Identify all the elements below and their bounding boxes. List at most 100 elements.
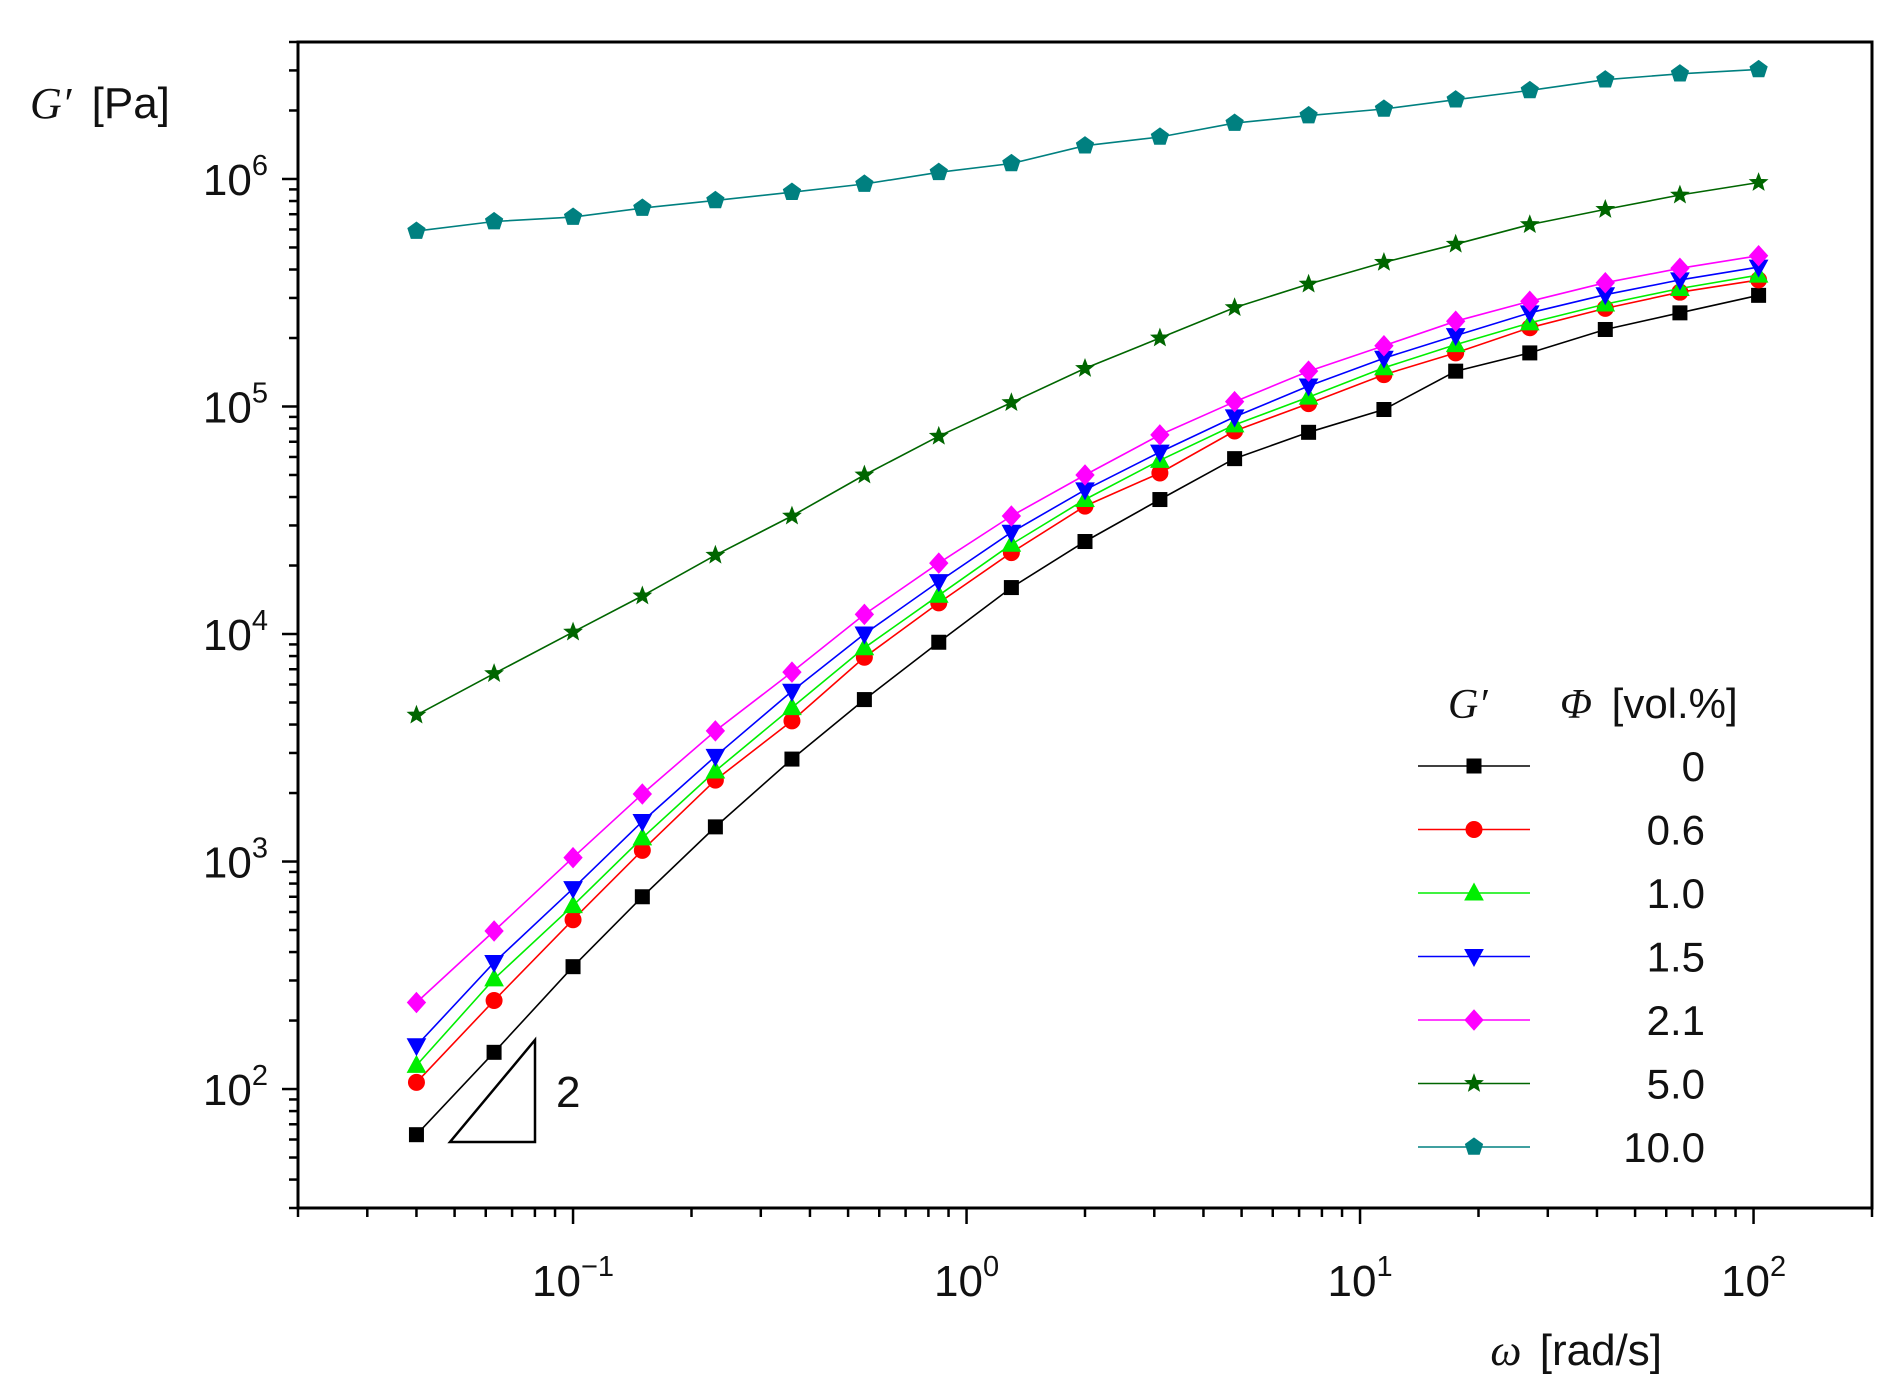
- data-point: [782, 683, 802, 702]
- data-point: [782, 661, 802, 683]
- legend-marker: [1465, 821, 1483, 838]
- data-point: [1670, 64, 1690, 82]
- data-point: [484, 954, 504, 974]
- data-point: [928, 584, 949, 603]
- data-point: [1520, 80, 1539, 99]
- data-point: [856, 692, 872, 708]
- x-tick-labels: 10−1 100 101 102: [532, 1251, 1786, 1306]
- data-point: [1519, 214, 1540, 234]
- data-point: [854, 637, 875, 656]
- y-tick-base: 10: [203, 156, 252, 205]
- legend-entry: 1.5: [1418, 934, 1705, 981]
- series-10.0: [407, 59, 1768, 239]
- series-layer: [406, 59, 1769, 1143]
- data-point: [1152, 492, 1168, 508]
- x-tick-base: 10: [934, 1257, 983, 1306]
- data-point: [564, 911, 582, 929]
- data-point: [485, 991, 503, 1009]
- data-point: [782, 697, 802, 716]
- data-point: [1075, 358, 1095, 377]
- series-2.1: [406, 244, 1769, 1014]
- legend-header-series: G′: [1448, 682, 1488, 728]
- series-line: [415, 266, 1759, 1047]
- data-point: [931, 634, 947, 650]
- x-tick-exp: 0: [983, 1251, 999, 1283]
- y-tick-exp: 6: [252, 150, 268, 182]
- y-tick-exp: 5: [252, 377, 268, 409]
- data-point: [1001, 392, 1022, 412]
- data-point: [1376, 402, 1392, 418]
- data-point: [634, 889, 650, 905]
- y-axis-symbol: G′: [30, 79, 73, 128]
- data-point: [484, 920, 504, 942]
- data-point: [784, 751, 800, 767]
- data-point: [406, 991, 427, 1014]
- x-tick-label: 101: [1327, 1251, 1392, 1306]
- data-point: [783, 712, 801, 730]
- data-point: [1077, 534, 1093, 550]
- data-point: [1150, 127, 1170, 145]
- data-point: [1446, 90, 1465, 108]
- data-point: [1075, 136, 1095, 154]
- legend-label: 10.0: [1623, 1124, 1705, 1171]
- data-point: [1445, 233, 1466, 253]
- data-point: [632, 813, 653, 833]
- series-line: [416, 181, 1759, 716]
- data-point: [406, 704, 427, 724]
- x-tick-label: 102: [1721, 1251, 1786, 1306]
- legend-marker: [1464, 1137, 1484, 1155]
- data-point: [484, 663, 504, 683]
- data-point: [1227, 451, 1243, 467]
- series-line: [415, 294, 1759, 1136]
- data-point: [1748, 172, 1769, 191]
- slope-annotation: 2: [447, 1036, 580, 1144]
- y-tick-base: 10: [203, 383, 252, 432]
- data-point: [707, 819, 723, 835]
- data-point: [563, 207, 583, 225]
- legend-entry: 1.0: [1418, 870, 1705, 917]
- data-point: [782, 182, 802, 200]
- legend-marker: [1466, 758, 1482, 774]
- data-point: [1149, 327, 1170, 347]
- data-point: [1224, 297, 1245, 317]
- y-tick-label: 102: [203, 1060, 268, 1115]
- data-point: [407, 221, 426, 239]
- data-point: [1520, 290, 1540, 313]
- x-tick-label: 100: [934, 1251, 999, 1306]
- data-point: [1448, 363, 1464, 379]
- legend-header-param-unit: [vol.%]: [1612, 680, 1738, 727]
- data-point: [1298, 273, 1319, 293]
- data-point: [1001, 505, 1022, 527]
- series-0: [408, 287, 1767, 1143]
- legend-marker: [1464, 1073, 1484, 1092]
- data-point: [1670, 257, 1690, 280]
- data-point: [408, 1127, 424, 1143]
- data-point: [1596, 70, 1615, 88]
- y-tick-base: 10: [203, 839, 252, 888]
- slope-triangle: [447, 1036, 537, 1144]
- legend-label: 0: [1682, 743, 1705, 790]
- legend-header-param-symbol: Φ: [1560, 682, 1592, 728]
- data-point: [1522, 345, 1538, 361]
- data-point: [1597, 321, 1613, 337]
- data-point: [854, 464, 875, 484]
- data-point: [1672, 305, 1688, 321]
- legend-label: 1.0: [1647, 870, 1705, 917]
- legend-label: 5.0: [1647, 1061, 1705, 1108]
- data-point: [854, 603, 875, 626]
- y-tick-label: 105: [203, 377, 268, 432]
- data-point: [1374, 99, 1394, 117]
- legend: G′ Φ [vol.%] 0 0.6 1.0 1.5 2.1 5.0 10.0: [1418, 680, 1738, 1171]
- series-1.5: [406, 259, 1769, 1057]
- series-5.0: [406, 172, 1769, 724]
- data-point: [632, 783, 653, 805]
- data-point: [563, 881, 583, 900]
- y-tick-exp: 3: [252, 833, 268, 865]
- legend-label: 1.5: [1647, 934, 1705, 981]
- data-point: [928, 574, 949, 593]
- y-axis-title: G′ [Pa]: [30, 79, 170, 128]
- legend-marker: [1464, 949, 1484, 968]
- legend-header-param: Φ [vol.%]: [1560, 680, 1738, 728]
